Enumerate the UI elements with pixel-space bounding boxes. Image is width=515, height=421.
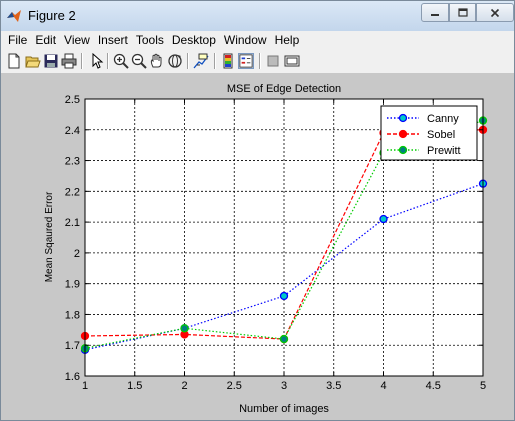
chart-title: MSE of Edge Detection — [227, 83, 341, 95]
pan-button[interactable] — [149, 53, 165, 69]
legend-label-canny: Canny — [427, 113, 459, 125]
zoom-out-button[interactable] — [131, 53, 147, 69]
y-tick-label: 2.2 — [65, 186, 80, 198]
minimize-button[interactable] — [421, 3, 449, 22]
toolbar-separator — [107, 53, 109, 69]
y-tick-label: 2.1 — [65, 217, 80, 229]
toolbar-separator — [214, 53, 216, 69]
menu-desktop[interactable]: Desktop — [171, 33, 216, 47]
zoom-out-icon — [131, 53, 147, 69]
menu-tools[interactable]: Tools — [135, 33, 164, 47]
legend-marker-prewitt — [398, 145, 408, 155]
x-tick-label: 1.5 — [127, 380, 142, 392]
menu-window[interactable]: Window — [223, 33, 267, 47]
colorbar-icon — [223, 53, 233, 69]
colorbar-button[interactable] — [220, 53, 236, 69]
save-button[interactable] — [43, 53, 59, 69]
hide-plot-tools-icon — [267, 55, 279, 67]
data-point-prewitt — [180, 324, 189, 333]
zoom-in-icon — [113, 53, 129, 69]
rotate-3d-icon — [168, 54, 182, 68]
data-cursor-button[interactable] — [193, 53, 209, 69]
show-plot-tools-icon — [284, 55, 300, 67]
show-plot-tools-button[interactable] — [284, 53, 300, 69]
print-icon — [61, 53, 77, 69]
save-icon — [44, 54, 58, 68]
menu-insert[interactable]: Insert — [97, 33, 128, 47]
legend-marker-canny — [398, 113, 408, 123]
y-tick-label: 1.7 — [65, 340, 80, 352]
axis-ticks: 1 1.5 2 2.5 3 3.5 4 4.5 5 1.6 1.7 1.8 1.9 2 2.1 2.2 2.3 2… — [65, 94, 486, 392]
pointer-button[interactable] — [88, 53, 104, 69]
pan-icon — [150, 53, 162, 68]
y-tick-label: 1.8 — [65, 309, 80, 321]
open-file-icon — [25, 56, 41, 68]
toolbar-separator — [187, 53, 189, 69]
y-tick-label: 2.3 — [65, 156, 80, 168]
y-tick-label: 2.5 — [65, 94, 80, 106]
series-line-prewitt — [84, 119, 484, 349]
toolbar-separator — [81, 53, 83, 69]
close-icon — [490, 8, 500, 17]
close-button[interactable] — [476, 3, 514, 22]
legend-label-prewitt: Prewitt — [427, 145, 461, 157]
legend-icon — [239, 54, 253, 68]
x-tick-label: 4 — [380, 380, 386, 392]
menu-bar: File Edit View Insert Tools Desktop Window Help — [1, 31, 514, 49]
data-point-canny — [379, 214, 388, 224]
x-tick-label: 3.5 — [326, 380, 341, 392]
matlab-app-icon — [7, 10, 21, 22]
legend-label-sobel: Sobel — [427, 129, 455, 141]
data-cursor-icon — [193, 53, 209, 69]
zoom-in-button[interactable] — [113, 53, 129, 69]
new-figure-icon — [8, 53, 20, 69]
new-figure-button[interactable] — [6, 53, 22, 69]
open-file-button[interactable] — [25, 53, 41, 69]
menu-file[interactable]: File — [8, 33, 28, 47]
hide-plot-tools-button[interactable] — [265, 53, 281, 69]
x-tick-label: 1 — [82, 380, 88, 392]
y-tick-label: 2.4 — [65, 125, 80, 137]
menu-edit[interactable]: Edit — [35, 33, 57, 47]
x-tick-label: 5 — [480, 380, 486, 392]
minimize-icon — [431, 13, 439, 16]
legend-marker-sobel — [398, 129, 408, 139]
x-tick-label: 3 — [281, 380, 287, 392]
maximize-button[interactable] — [449, 3, 476, 22]
print-button[interactable] — [61, 53, 77, 69]
legend-button[interactable] — [238, 53, 254, 69]
y-tick-label: 1.6 — [65, 371, 80, 383]
figure-toolbar — [1, 49, 514, 74]
title-bar[interactable]: Figure 2 — [1, 1, 514, 31]
legend[interactable]: Canny Sobel Prewitt — [380, 105, 478, 161]
window-title: Figure 2 — [28, 8, 76, 23]
x-tick-label: 2 — [181, 380, 187, 392]
y-axis-label: Mean Sqaured Error — [44, 191, 55, 282]
mse-line-chart[interactable]: 1 1.5 2 2.5 3 3.5 4 4.5 5 1.6 1.7 1.8 1.9 2 2.1 2.2 2.3 2… — [1, 74, 514, 420]
x-tick-label: 2.5 — [227, 380, 242, 392]
y-tick-label: 1.9 — [65, 279, 80, 291]
menu-help[interactable]: Help — [274, 33, 300, 47]
y-tick-label: 2 — [74, 248, 80, 260]
x-axis-label: Number of images — [239, 403, 329, 415]
pointer-icon — [92, 53, 104, 69]
figure-canvas: 1 1.5 2 2.5 3 3.5 4 4.5 5 1.6 1.7 1.8 1.9 2 2.1 2.2 2.3 2… — [1, 74, 514, 420]
data-point-prewitt — [279, 334, 289, 344]
maximize-icon — [457, 7, 468, 17]
menu-view[interactable]: View — [64, 33, 90, 47]
legend-box — [380, 105, 478, 161]
toolbar-separator — [259, 53, 261, 69]
x-tick-label: 4.5 — [426, 380, 441, 392]
rotate-3d-button[interactable] — [167, 53, 183, 69]
data-point-canny — [279, 291, 289, 301]
